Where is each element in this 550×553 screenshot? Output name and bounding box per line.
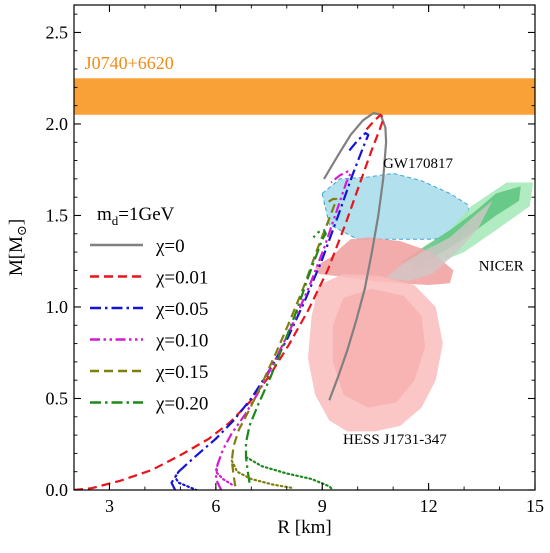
gw170817-label: GW170817 — [383, 156, 453, 172]
legend-label-0-20: χ=0.20 — [155, 394, 208, 415]
y-tick-label: 0.5 — [46, 388, 69, 408]
series-line-unstable-branch-9 — [244, 456, 334, 490]
y-tick-label: 2.5 — [46, 22, 69, 42]
y-tick-label: 2.0 — [46, 114, 69, 134]
series-line-0 — [323, 111, 388, 401]
legend-title-main: m — [97, 204, 112, 225]
j0740-6620-label: J0740+6620 — [85, 53, 174, 73]
legend: md=1GeV χ=0 χ=0.01 χ=0.05 χ=0.10 χ=0.15 χ=0.2… — [90, 204, 208, 415]
y-tick-label: 1.5 — [46, 205, 69, 225]
legend-label-0-05: χ=0.05 — [155, 299, 208, 320]
legend-label-0-10: χ=0.10 — [155, 331, 208, 352]
legend-label-0-15: χ=0.15 — [155, 362, 208, 383]
axis-ticks: 3 6 9 12 15 0.0 0.5 1.0 1.5 2.0 2.5 — [46, 5, 544, 516]
y-tick-label: 0.0 — [46, 480, 69, 500]
observational-regions — [74, 78, 535, 432]
series-line-unstable-branch-7 — [214, 463, 233, 486]
series-line-unstable-branch-6 — [174, 470, 198, 490]
legend-entries: χ=0 χ=0.01 χ=0.05 χ=0.10 χ=0.15 χ=0.20 — [90, 236, 208, 415]
series-line-0-01 — [74, 113, 385, 490]
legend-label-0-01: χ=0.01 — [155, 268, 208, 289]
y-axis-label-sub: ⊙ — [14, 225, 29, 236]
x-tick-label: 12 — [420, 496, 438, 516]
y-axis-label-close: ] — [6, 219, 27, 225]
x-tick-label: 3 — [105, 496, 114, 516]
legend-title-sub: d — [112, 213, 119, 228]
x-axis-label: R [km] — [277, 517, 331, 538]
hess-j1731-347-label: HESS J1731-347 — [343, 432, 447, 448]
nicer-label: NICER — [479, 258, 524, 274]
j0740-6620-region — [74, 78, 535, 115]
region-3-region — [400, 186, 521, 265]
y-axis-label: M[M⊙] — [6, 219, 29, 276]
series-curves — [74, 111, 388, 490]
legend-entry-0-20: χ=0.20 — [90, 394, 208, 415]
x-tick-label: 15 — [526, 496, 544, 516]
y-axis-label-main: M[M — [6, 236, 27, 276]
legend-title: md=1GeV — [97, 204, 175, 228]
series-line-0-05 — [170, 132, 370, 490]
region-5-region — [386, 200, 493, 282]
legend-entry-0-10: χ=0.10 — [90, 331, 208, 352]
series-line-unstable-branch-8 — [230, 459, 295, 490]
x-tick-label: 6 — [211, 496, 220, 516]
series-line-0-20 — [244, 229, 327, 483]
gw170817-region — [321, 172, 472, 240]
legend-entry-0-15: χ=0.15 — [90, 362, 208, 383]
plot-frame — [73, 4, 536, 491]
legend-title-rest: =1GeV — [118, 204, 174, 225]
legend-entry-0: χ=0 — [90, 236, 185, 257]
series-line-0-15 — [230, 197, 338, 487]
legend-label-0: χ=0 — [155, 236, 185, 257]
x-tick-label: 9 — [318, 496, 327, 516]
legend-entry-0-01: χ=0.01 — [90, 268, 208, 289]
region-labels: J0740+6620 GW170817 NICER HESS J1731-347 — [85, 53, 524, 448]
legend-entry-0-05: χ=0.05 — [90, 299, 208, 320]
y-tick-label: 1.0 — [46, 297, 69, 317]
